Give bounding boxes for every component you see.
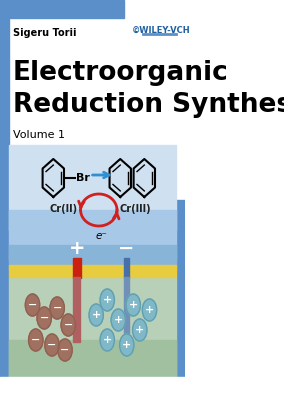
Circle shape — [50, 297, 64, 319]
Text: Sigeru Torii: Sigeru Torii — [13, 28, 76, 38]
Text: −: − — [53, 303, 62, 313]
Circle shape — [61, 314, 75, 336]
Circle shape — [37, 307, 51, 329]
Text: −: − — [118, 238, 134, 258]
Circle shape — [126, 294, 140, 316]
Bar — [73, 258, 81, 278]
Text: Volume 1: Volume 1 — [13, 130, 65, 140]
Text: +: + — [122, 340, 131, 350]
Bar — [0, 18, 9, 400]
Circle shape — [29, 329, 43, 351]
Circle shape — [100, 289, 114, 311]
Text: +: + — [103, 295, 112, 305]
Bar — [0, 377, 185, 400]
Text: Reduction Synthesis: Reduction Synthesis — [13, 92, 284, 118]
Text: −: − — [60, 345, 70, 355]
Text: Br: Br — [76, 173, 90, 183]
Bar — [9, 340, 176, 377]
Circle shape — [142, 299, 157, 321]
Bar — [9, 145, 176, 230]
Bar — [9, 277, 176, 377]
Circle shape — [58, 339, 72, 361]
Circle shape — [133, 319, 147, 341]
Circle shape — [100, 329, 114, 351]
Text: −: − — [39, 313, 49, 323]
Text: +: + — [68, 238, 85, 258]
Text: +: + — [103, 335, 112, 345]
Text: −: − — [28, 300, 37, 310]
Circle shape — [89, 304, 103, 326]
Text: −: − — [31, 335, 40, 345]
Bar — [9, 265, 176, 277]
Text: +: + — [114, 315, 123, 325]
Bar — [9, 245, 176, 270]
Circle shape — [45, 334, 59, 356]
Bar — [0, 0, 124, 18]
Text: −: − — [47, 340, 57, 350]
Text: +: + — [135, 325, 144, 335]
Circle shape — [25, 294, 40, 316]
Text: ©WILEY-VCH: ©WILEY-VCH — [132, 26, 191, 34]
Circle shape — [120, 334, 134, 356]
Text: Cr(II): Cr(II) — [50, 204, 78, 214]
Text: Electroorganic: Electroorganic — [13, 60, 229, 86]
Circle shape — [111, 309, 126, 331]
Text: Cr(III): Cr(III) — [120, 204, 151, 214]
Bar — [124, 258, 129, 278]
Text: −: − — [64, 320, 73, 330]
Bar — [9, 210, 176, 260]
Text: +: + — [145, 305, 154, 315]
Bar — [74, 277, 80, 342]
Text: e⁻: e⁻ — [95, 231, 107, 241]
Text: +: + — [91, 310, 101, 320]
Bar — [124, 277, 129, 337]
Bar — [176, 200, 185, 400]
Text: +: + — [129, 300, 138, 310]
